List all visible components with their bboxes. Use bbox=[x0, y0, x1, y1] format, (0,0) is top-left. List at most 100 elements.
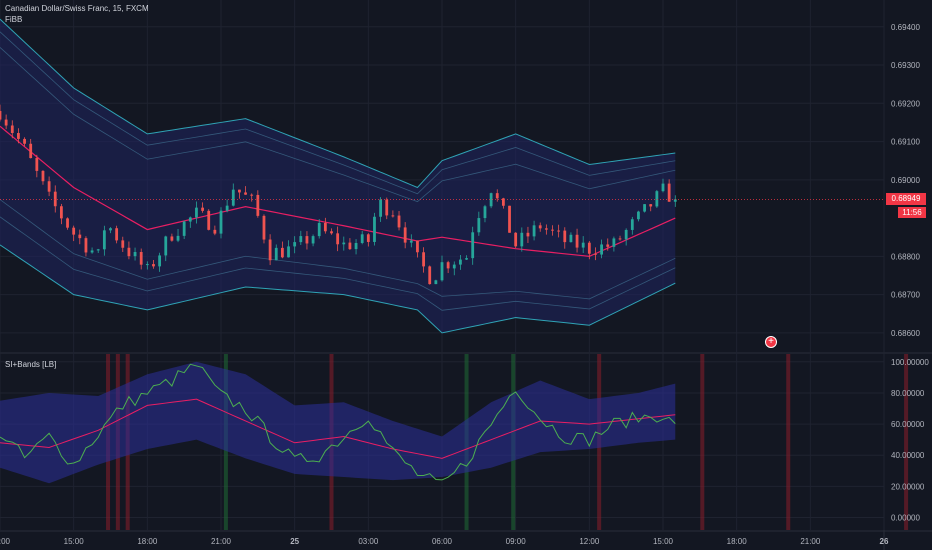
osc-y-tick-label: 80.00000 bbox=[891, 389, 925, 398]
candle-body bbox=[29, 143, 33, 159]
osc-y-tick-label: 100.00000 bbox=[891, 358, 929, 367]
candle-body bbox=[477, 218, 481, 233]
fibb-lower-band bbox=[0, 244, 676, 334]
osc-y-tick-label: 60.00000 bbox=[891, 420, 925, 429]
candle-body bbox=[133, 252, 137, 257]
axes: 12:00 15:00 18:00 21:00 25 03:00 06:00 09:00 12:… bbox=[0, 23, 929, 546]
candle-body bbox=[262, 215, 266, 240]
si-bands-indicator-label: SI+Bands [LB] bbox=[5, 360, 57, 369]
candle-body bbox=[244, 192, 247, 195]
chart-title: Canadian Dollar/Swiss Franc, 15, FXCM bbox=[5, 4, 149, 13]
candle-body bbox=[256, 194, 260, 216]
candle-body bbox=[538, 225, 542, 229]
candle-body bbox=[434, 280, 438, 285]
candle-body bbox=[575, 234, 579, 248]
candle-body bbox=[0, 110, 2, 120]
candle-body bbox=[360, 234, 364, 244]
x-tick-label: 03:00 bbox=[358, 537, 379, 546]
candle-body bbox=[385, 199, 389, 216]
y-tick-label: 0.68600 bbox=[891, 329, 920, 338]
candle-body bbox=[317, 222, 321, 237]
candle-body bbox=[495, 193, 499, 199]
candle-body bbox=[594, 253, 597, 255]
candle-body bbox=[66, 218, 69, 228]
candle-body bbox=[563, 230, 567, 243]
candle-body bbox=[164, 236, 168, 256]
fibb-band-fill bbox=[0, 19, 676, 333]
y-tick-label: 0.69000 bbox=[891, 176, 920, 185]
candle-body bbox=[526, 232, 530, 237]
candle-body bbox=[102, 230, 106, 250]
candle-body bbox=[532, 225, 536, 237]
candle-body bbox=[649, 204, 653, 207]
candle-body bbox=[201, 207, 204, 211]
candle-body bbox=[471, 232, 475, 259]
candle-body bbox=[41, 170, 45, 182]
candle-body bbox=[127, 247, 131, 257]
candle-body bbox=[219, 210, 223, 234]
candle-body bbox=[624, 229, 628, 240]
candle-body bbox=[182, 221, 186, 236]
si-band-fill bbox=[0, 361, 676, 484]
add-alert-button[interactable]: + bbox=[765, 336, 777, 348]
candle-body bbox=[238, 189, 241, 193]
fibb-bands bbox=[0, 18, 676, 334]
candle-body bbox=[225, 205, 229, 211]
x-tick-label: 21:00 bbox=[211, 537, 232, 546]
y-tick-label: 0.69200 bbox=[891, 99, 920, 108]
candle-body bbox=[630, 219, 634, 230]
candle-body bbox=[403, 227, 407, 243]
candle-body bbox=[293, 242, 297, 247]
candle-body bbox=[483, 206, 487, 219]
candle-body bbox=[158, 255, 162, 267]
x-tick-label: 09:00 bbox=[506, 537, 527, 546]
candle-body bbox=[643, 204, 646, 212]
candle-body bbox=[231, 189, 235, 206]
fibb-inner-line bbox=[0, 47, 676, 203]
candle-body bbox=[305, 236, 309, 244]
candlesticks bbox=[0, 104, 884, 285]
candle-body bbox=[581, 242, 585, 248]
candle-body bbox=[195, 207, 198, 218]
signal-column-red bbox=[904, 354, 909, 530]
osc-y-tick-label: 0.00000 bbox=[891, 514, 920, 523]
candle-body bbox=[416, 240, 419, 253]
candle-body bbox=[90, 250, 94, 253]
candle-body bbox=[170, 236, 174, 241]
candle-body bbox=[47, 181, 51, 192]
candle-body bbox=[508, 205, 511, 233]
candle-body bbox=[139, 252, 143, 265]
candle-body bbox=[336, 233, 340, 245]
fibb-upper-band bbox=[0, 18, 676, 189]
x-tick-label: 21:00 bbox=[800, 537, 821, 546]
candle-body bbox=[366, 234, 370, 242]
candle-body bbox=[96, 249, 100, 251]
candle-body bbox=[373, 216, 376, 242]
candle-body bbox=[299, 236, 303, 243]
candle-body bbox=[188, 217, 192, 222]
candle-body bbox=[409, 240, 413, 243]
candle-body bbox=[348, 242, 352, 250]
candle-body bbox=[274, 247, 278, 261]
candle-body bbox=[618, 238, 622, 240]
candle-body bbox=[152, 264, 155, 267]
candle-body bbox=[268, 239, 272, 261]
candle-body bbox=[459, 259, 462, 265]
candle-body bbox=[379, 199, 383, 217]
candle-body bbox=[673, 199, 677, 202]
x-tick-label: 15:00 bbox=[64, 537, 85, 546]
osc-y-tick-label: 20.00000 bbox=[891, 482, 925, 491]
candle-body bbox=[342, 242, 346, 245]
candle-body bbox=[520, 232, 524, 247]
bar-countdown-badge: 11:56 bbox=[898, 207, 926, 218]
candle-body bbox=[600, 244, 604, 255]
x-tick-label: 06:00 bbox=[432, 537, 453, 546]
y-tick-label: 0.68700 bbox=[891, 291, 920, 300]
candle-body bbox=[489, 193, 493, 207]
candle-body bbox=[23, 138, 26, 144]
candle-body bbox=[330, 231, 333, 234]
candle-body bbox=[280, 247, 284, 258]
candle-body bbox=[637, 211, 640, 220]
x-tick-label: 12:00 bbox=[579, 537, 600, 546]
